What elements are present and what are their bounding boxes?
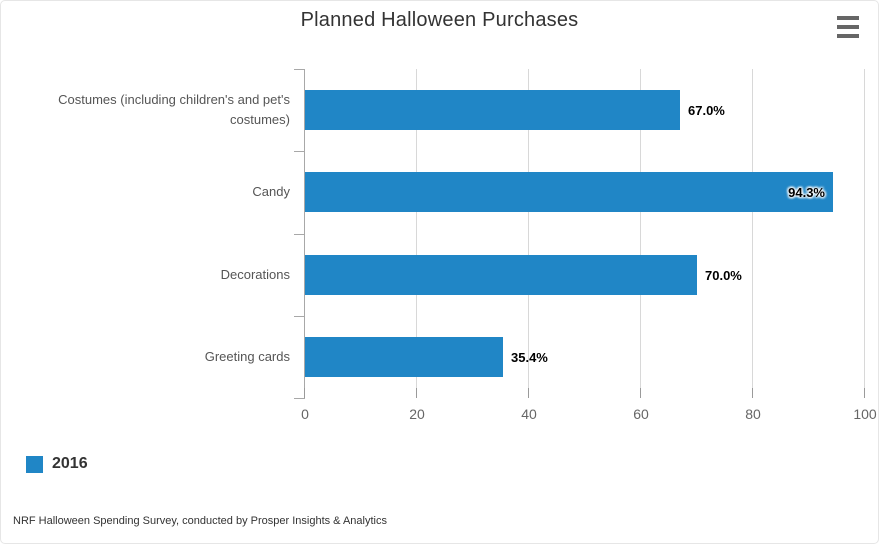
bar-value-label: 70.0% <box>705 267 742 283</box>
plot-area: 0 20 40 60 80 100 Costumes (including children… <box>58 69 877 422</box>
x-tick-label: 60 <box>633 406 649 422</box>
category-label: Costumes (including children's and pet's… <box>58 91 290 127</box>
gridline <box>640 69 641 398</box>
legend-label: 2016 <box>52 455 88 472</box>
tick-mark <box>294 69 305 70</box>
legend: 2016 <box>26 455 88 473</box>
tick-mark <box>294 316 305 317</box>
legend-item-2016[interactable]: 2016 <box>26 455 88 473</box>
tick-mark <box>416 388 417 398</box>
category-label: Candy <box>252 183 290 199</box>
source-credit: NRF Halloween Spending Survey, conducted… <box>13 515 387 527</box>
bar-value-label: 35.4% <box>511 349 548 365</box>
gridline <box>528 69 529 398</box>
tick-mark <box>294 398 305 399</box>
x-tick-label: 100 <box>853 406 877 422</box>
tick-mark <box>752 388 753 398</box>
x-tick-label: 80 <box>745 406 761 422</box>
tick-mark <box>304 388 305 398</box>
bar[interactable] <box>305 337 503 377</box>
bar-value-label: 67.0% <box>688 102 725 118</box>
hamburger-icon <box>837 16 859 38</box>
legend-swatch <box>26 455 43 473</box>
category-label: Greeting cards <box>204 348 290 364</box>
tick-mark <box>640 388 641 398</box>
tick-mark <box>528 388 529 398</box>
gridline <box>752 69 753 398</box>
tick-mark <box>294 151 305 152</box>
x-tick-label: 20 <box>409 406 425 422</box>
tick-mark <box>294 234 305 235</box>
bar-value-label: 94.3% <box>788 184 825 200</box>
context-menu-button[interactable] <box>834 13 862 41</box>
tick-mark <box>864 388 865 398</box>
bar[interactable] <box>305 90 680 130</box>
x-tick-label: 0 <box>301 406 309 422</box>
category-label: Decorations <box>220 266 290 282</box>
gridline <box>416 69 417 398</box>
gridline <box>864 69 865 398</box>
bar[interactable] <box>305 172 833 212</box>
x-tick-label: 40 <box>521 406 537 422</box>
chart-title: Planned Halloween Purchases <box>300 9 579 31</box>
bar[interactable] <box>305 255 697 295</box>
